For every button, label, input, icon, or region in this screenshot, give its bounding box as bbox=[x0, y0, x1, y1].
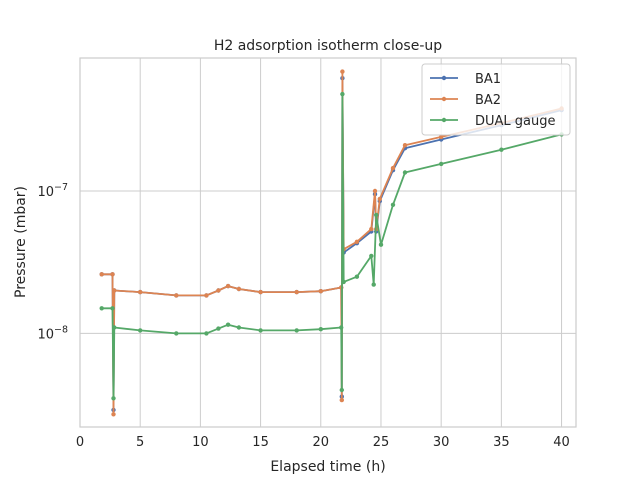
legend-label: BA1 bbox=[475, 72, 501, 87]
data-point bbox=[369, 253, 374, 259]
data-point bbox=[390, 165, 396, 171]
legend-marker bbox=[441, 75, 447, 81]
data-point bbox=[294, 289, 299, 295]
x-axis-label: Elapsed time (h) bbox=[270, 459, 385, 475]
x-tick-labels: 0 5 10 15 20 25 30 35 40 bbox=[76, 435, 570, 450]
data-point bbox=[339, 397, 344, 403]
data-point bbox=[174, 331, 179, 336]
data-point bbox=[258, 328, 263, 333]
data-point bbox=[216, 288, 221, 293]
legend-label: DUAL gauge bbox=[475, 114, 556, 129]
legend-marker bbox=[441, 96, 447, 102]
legend-label: BA2 bbox=[475, 93, 501, 108]
data-point bbox=[138, 328, 143, 333]
data-point bbox=[390, 202, 396, 207]
data-point bbox=[339, 387, 344, 393]
data-point bbox=[354, 239, 360, 244]
data-point bbox=[339, 325, 344, 330]
data-point bbox=[111, 396, 116, 401]
x-tick-label: 15 bbox=[252, 435, 269, 450]
x-tick-label: 5 bbox=[136, 435, 144, 450]
legend-box bbox=[421, 63, 571, 136]
y-axis-label: Pressure (mbar) bbox=[13, 186, 29, 298]
data-point bbox=[225, 283, 231, 289]
series-layer bbox=[99, 69, 564, 417]
legend-entry: BA2 bbox=[430, 93, 501, 108]
data-point bbox=[499, 147, 504, 152]
data-point bbox=[318, 327, 323, 332]
data-point bbox=[378, 242, 384, 247]
x-tick-label: 25 bbox=[373, 435, 390, 450]
data-point bbox=[112, 325, 117, 330]
data-point bbox=[110, 272, 115, 277]
data-point bbox=[340, 69, 345, 74]
x-tick-label: 30 bbox=[433, 435, 450, 450]
data-point bbox=[294, 328, 299, 333]
data-point bbox=[236, 325, 242, 330]
series-dual-gauge bbox=[99, 91, 564, 401]
data-point bbox=[225, 322, 231, 327]
data-point bbox=[402, 170, 408, 175]
data-point bbox=[374, 212, 379, 218]
x-tick-label: 40 bbox=[553, 435, 570, 450]
data-point bbox=[111, 412, 116, 417]
y-tick-label: 10−7 bbox=[37, 182, 68, 200]
data-point bbox=[377, 196, 382, 202]
legend-marker bbox=[441, 117, 447, 123]
data-point bbox=[341, 279, 346, 285]
data-point bbox=[174, 293, 179, 298]
data-point bbox=[439, 134, 444, 140]
x-tick-label: 35 bbox=[493, 435, 510, 450]
legend-entry: BA1 bbox=[430, 72, 501, 87]
data-point bbox=[204, 331, 209, 336]
data-point bbox=[236, 286, 242, 292]
x-tick-label: 10 bbox=[192, 435, 209, 450]
data-point bbox=[99, 272, 104, 277]
y-tick-labels: 10−7 10−8 bbox=[37, 182, 68, 342]
data-point bbox=[99, 306, 104, 311]
data-point bbox=[138, 289, 143, 295]
y-tick-label: 10−8 bbox=[37, 324, 68, 342]
data-point bbox=[354, 274, 360, 279]
plot-frame bbox=[79, 57, 577, 428]
data-point bbox=[258, 289, 263, 295]
data-point bbox=[372, 188, 378, 194]
data-point bbox=[216, 326, 221, 331]
data-point bbox=[402, 143, 408, 148]
x-tick-label: 20 bbox=[313, 435, 330, 450]
legend: BA1 BA2 DUAL gauge bbox=[421, 63, 571, 136]
data-point bbox=[318, 289, 323, 294]
data-point bbox=[340, 91, 345, 97]
data-point bbox=[439, 161, 444, 167]
data-point bbox=[110, 306, 115, 311]
legend-entry: DUAL gauge bbox=[430, 114, 556, 129]
x-tick-label: 0 bbox=[76, 435, 84, 450]
data-point bbox=[371, 282, 376, 287]
data-point bbox=[204, 293, 209, 298]
data-point bbox=[369, 226, 374, 232]
chart-title: H2 adsorption isotherm close-up bbox=[214, 38, 442, 54]
data-point bbox=[112, 288, 117, 293]
